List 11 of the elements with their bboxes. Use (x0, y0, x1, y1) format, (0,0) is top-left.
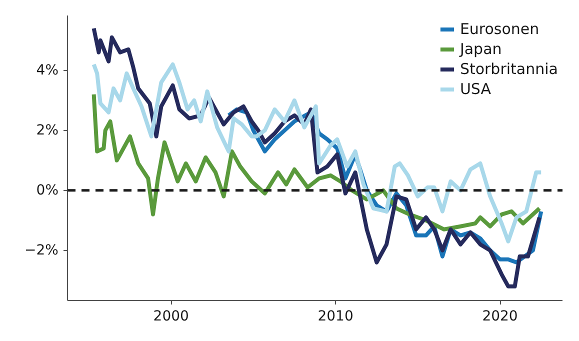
x-tick-label: 2000 (153, 308, 189, 324)
y-tick-label: 4% (36, 62, 59, 78)
x-tick-label: 2010 (318, 308, 354, 324)
legend-label: Storbritannia (460, 60, 558, 78)
y-tick-label: 0% (36, 182, 59, 198)
y-tick-label: 2% (36, 122, 59, 138)
legend-label: USA (460, 80, 491, 98)
x-tick-label: 2020 (482, 308, 518, 324)
legend-label: Eurosonen (460, 20, 540, 38)
legend-label: Japan (460, 40, 502, 58)
y-tick-label: −2% (24, 242, 59, 258)
